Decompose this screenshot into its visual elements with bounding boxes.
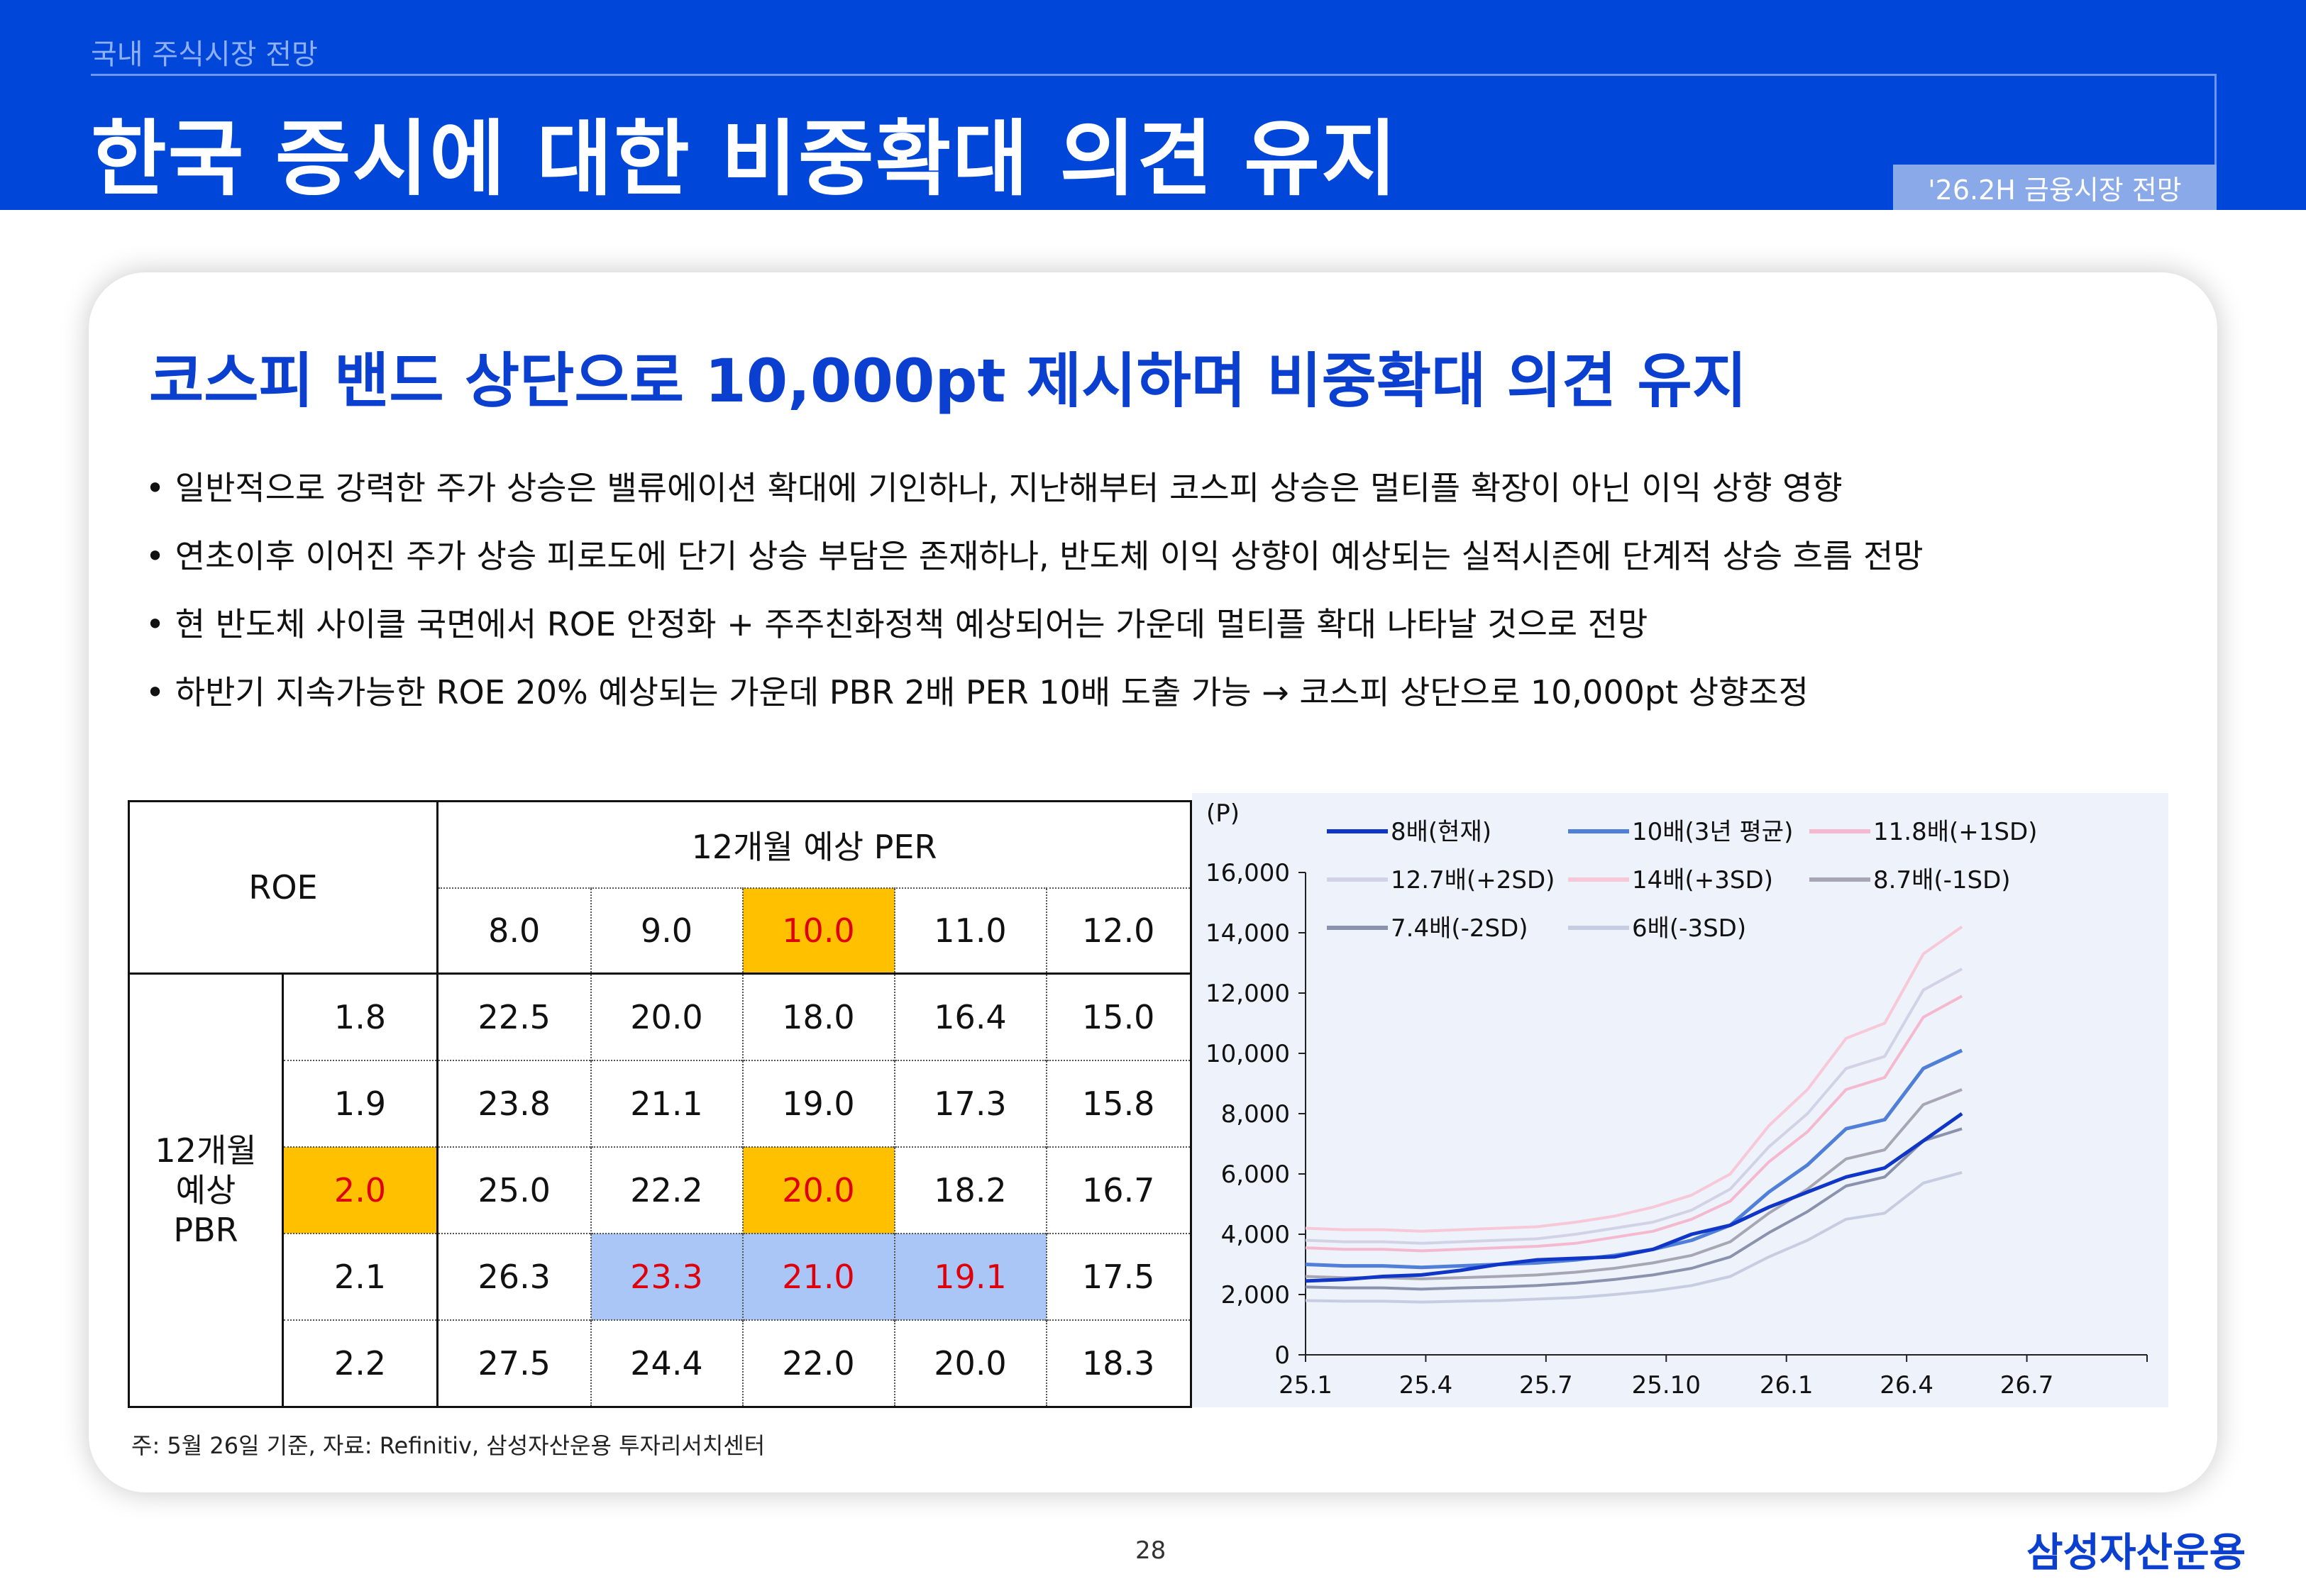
kospi-band-chart: (P) 16,000 14,000 12,000 10,000 8,000 6,000 4,0… [1192, 793, 2168, 1407]
y-tick-label: 14,000 [1206, 919, 1290, 948]
per-value: 8.0 [436, 887, 591, 975]
bullet-list: 일반적으로 강력한 주가 상승은 밸류에이션 확대에 기인하나, 지난해부터 코… [145, 454, 2168, 726]
table-cell: 18.3 [1045, 1319, 1192, 1408]
roe-sensitivity-table: ROE 12개월 예상 PER 8.0 9.0 10.0 11.0 12.0 1… [128, 800, 1192, 1408]
table-cell: 26.3 [436, 1233, 591, 1320]
legend-label: 10배(3년 평균) [1632, 818, 1793, 846]
x-tick-label: 25.4 [1399, 1371, 1453, 1400]
x-tick-label: 26.1 [1760, 1371, 1814, 1400]
pbr-value: 2.2 [282, 1319, 438, 1408]
pbr-header-label: 12개월 예상 PBR [155, 1131, 257, 1249]
per-value: 12.0 [1045, 887, 1192, 975]
table-cell: 18.2 [893, 1146, 1047, 1234]
y-tick-label: 2,000 [1221, 1281, 1290, 1309]
table-cell: 22.0 [741, 1319, 895, 1408]
y-tick-label: 10,000 [1206, 1040, 1290, 1068]
pbr-value: 1.9 [282, 1060, 438, 1147]
x-tick-label: 25.10 [1632, 1371, 1701, 1400]
pbr-value-highlight: 2.0 [282, 1146, 438, 1234]
bullet-item: 일반적으로 강력한 주가 상승은 밸류에이션 확대에 기인하나, 지난해부터 코… [145, 454, 2168, 522]
table-cell: 22.5 [436, 973, 591, 1060]
per-header: 12개월 예상 PER [436, 800, 1192, 889]
y-tick-label: 12,000 [1206, 980, 1290, 1008]
series-line [1305, 1127, 1963, 1291]
header-divider [91, 74, 2217, 76]
table-cell: 15.8 [1045, 1060, 1192, 1147]
table-cell: 25.0 [436, 1146, 591, 1234]
y-tick-label: 8,000 [1221, 1100, 1290, 1129]
per-value: 11.0 [893, 887, 1047, 975]
bullet-item: 현 반도체 사이클 국면에서 ROE 안정화 + 주주친화정책 예상되어는 가운… [145, 590, 2168, 658]
x-tick-label: 26.7 [2000, 1371, 2054, 1400]
table-cell: 16.7 [1045, 1146, 1192, 1234]
per-value-highlight: 10.0 [741, 887, 895, 975]
section-title: 코스피 밴드 상단으로 10,000pt 제시하며 비중확대 의견 유지 [149, 346, 1748, 416]
y-tick-label: 0 [1274, 1341, 1290, 1370]
roe-header: ROE [128, 800, 438, 975]
table-cell: 27.5 [436, 1319, 591, 1408]
x-tick-label: 25.7 [1519, 1371, 1573, 1400]
brand-logo: 삼성자산운용 [2026, 1530, 2246, 1576]
series-line [1305, 994, 1963, 1253]
legend-label: 12.7배(+2SD) [1391, 866, 1555, 894]
table-cell: 15.0 [1045, 973, 1192, 1060]
legend-label: 7.4배(-2SD) [1391, 914, 1528, 943]
header-divider-vertical [2214, 74, 2217, 165]
x-tick-label: 26.4 [1880, 1371, 1933, 1400]
y-tick-label: 4,000 [1221, 1221, 1290, 1249]
legend-label: 6배(-3SD) [1632, 914, 1746, 943]
source-note: 주: 5월 26일 기준, 자료: Refinitiv, 삼성자산운용 투자리서… [131, 1432, 766, 1459]
table-cell: 17.5 [1045, 1233, 1192, 1320]
series-line [1305, 925, 1963, 1233]
table-cell-highlight: 21.0 [741, 1233, 895, 1320]
header-bar: 국내 주식시장 전망 한국 증시에 대한 비중확대 의견 유지 '26.2H 금… [0, 0, 2306, 210]
table-cell-highlight: 20.0 [741, 1146, 895, 1234]
legend-label: 11.8배(+1SD) [1873, 818, 2037, 846]
table-cell-highlight: 23.3 [590, 1233, 743, 1320]
table-cell: 20.0 [893, 1319, 1047, 1408]
table-cell: 19.0 [741, 1060, 895, 1147]
series-line [1305, 1170, 1963, 1304]
table-cell: 23.8 [436, 1060, 591, 1147]
pbr-value: 2.1 [282, 1233, 438, 1320]
chart-svg: (P) 16,000 14,000 12,000 10,000 8,000 6,000 4,0… [1206, 799, 2148, 1400]
bullet-item: 하반기 지속가능한 ROE 20% 예상되는 가운데 PBR 2배 PER 10… [145, 658, 2168, 726]
table-cell: 20.0 [590, 973, 743, 1060]
series-line [1305, 1088, 1963, 1280]
pbr-value: 1.8 [282, 973, 438, 1060]
report-badge: '26.2H 금융시장 전망 [1893, 165, 2217, 210]
pbr-header: 12개월 예상 PBR [128, 973, 283, 1408]
y-tick-label: 16,000 [1206, 859, 1290, 887]
x-tick-label: 25.1 [1279, 1371, 1333, 1400]
table-cell: 22.2 [590, 1146, 743, 1234]
table-cell: 18.0 [741, 973, 895, 1060]
table-cell: 21.1 [590, 1060, 743, 1147]
series-line [1305, 1112, 1963, 1283]
per-value: 9.0 [590, 887, 743, 975]
page-number: 28 [1135, 1536, 1166, 1565]
legend-label: 14배(+3SD) [1632, 866, 1773, 894]
table-cell: 24.4 [590, 1319, 743, 1408]
legend-label: 8.7배(-1SD) [1873, 866, 2011, 894]
y-tick-label: 6,000 [1221, 1160, 1290, 1189]
unit-label: (P) [1206, 799, 1240, 828]
table-cell-highlight: 19.1 [893, 1233, 1047, 1320]
breadcrumb: 국내 주식시장 전망 [91, 38, 318, 71]
legend-label: 8배(현재) [1391, 818, 1491, 846]
series-line [1305, 968, 1963, 1245]
bullet-item: 연초이후 이어진 주가 상승 피로도에 단기 상승 부담은 존재하나, 반도체 … [145, 522, 2168, 590]
page-title: 한국 증시에 대한 비중확대 의견 유지 [91, 111, 1399, 207]
table-cell: 16.4 [893, 973, 1047, 1060]
table-cell: 17.3 [893, 1060, 1047, 1147]
